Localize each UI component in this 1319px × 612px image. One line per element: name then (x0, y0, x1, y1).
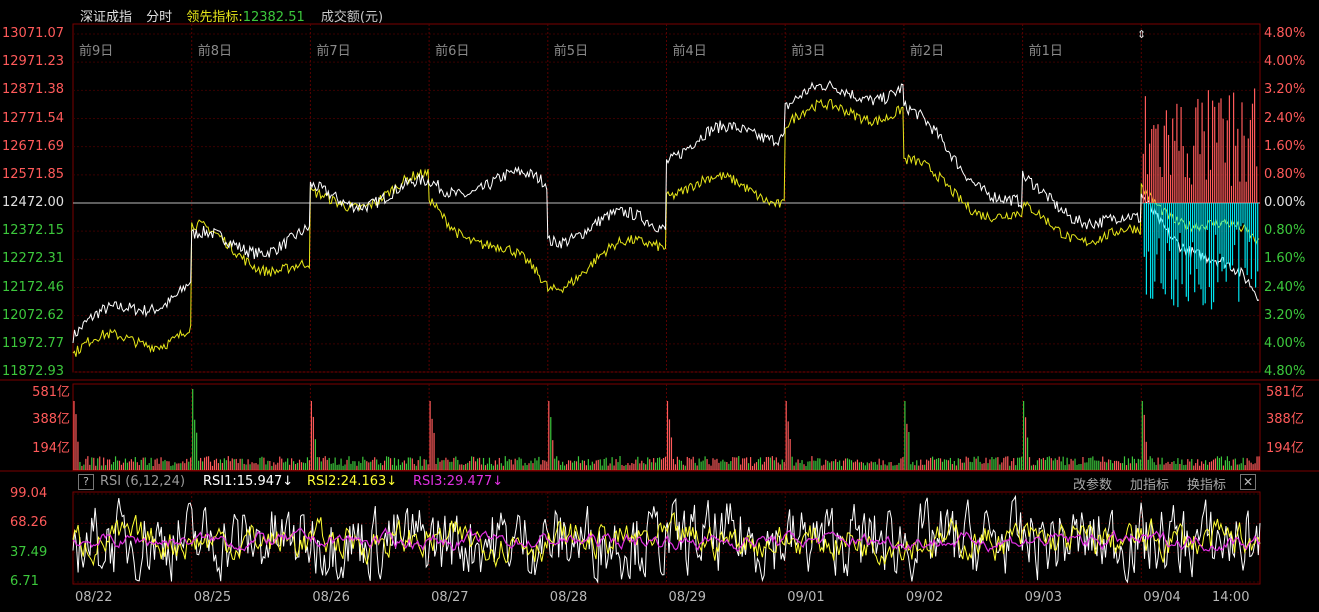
day-label: 前6日 (435, 44, 470, 59)
day-label: 前4日 (672, 44, 707, 59)
rsi-tick-label: 99.04 (10, 486, 48, 501)
rsi-tick-label: 68.26 (10, 515, 48, 531)
percent-tick-label: 3.20% (1264, 307, 1306, 323)
date-label: 08/25 (193, 590, 232, 605)
percent-tick-label: 4.80% (1264, 364, 1306, 379)
percent-tick-label: 0.80% (1264, 223, 1306, 239)
day-label: 前7日 (316, 44, 351, 59)
price-tick-label: 12971.23 (2, 54, 65, 70)
add-indicator-button[interactable]: 加指标 (1130, 478, 1170, 493)
volume-unit-label: 成交额(元) (320, 10, 384, 25)
price-tick-label: 12571.85 (2, 166, 65, 182)
percent-tick-label: 4.80% (1264, 26, 1306, 41)
percent-tick-label: 3.20% (1264, 82, 1306, 98)
date-label: 08/27 (431, 590, 469, 605)
day-label: 前5日 (553, 44, 589, 59)
crosshair-marker-icon[interactable]: ⇕ (1137, 28, 1147, 41)
price-tick-label: 12372.15 (2, 223, 65, 239)
rsi-name[interactable]: RSI (6,12,24) (100, 474, 186, 489)
percent-tick-label: 0.80% (1264, 166, 1306, 182)
rsi2-line (72, 512, 1261, 568)
percent-tick-label: 1.60% (1264, 138, 1306, 154)
volume-tick-label: 581亿 (32, 385, 70, 400)
date-label: 08/26 (312, 590, 350, 605)
price-tick-label: 12272.31 (2, 251, 65, 267)
date-label: 08/28 (549, 590, 588, 605)
rsi-tick-label: 37.49 (10, 544, 48, 560)
edit-params-button[interactable]: 改参数 (1073, 478, 1113, 493)
price-tick-label: 13071.07 (2, 26, 65, 41)
price-tick-label: 11872.93 (2, 364, 65, 379)
price-tick-label: 12771.54 (2, 110, 65, 126)
price-tick-label: 12172.46 (2, 279, 65, 295)
volume-tick-label: 388亿 (1266, 412, 1304, 427)
price-tick-label: 11972.77 (2, 335, 65, 351)
price-line (72, 80, 1260, 344)
rsi2-value: RSI2:24.163↓ (307, 474, 398, 489)
percent-tick-label: 2.40% (1264, 110, 1306, 126)
leader-label: 领先指标: (186, 10, 243, 25)
percent-tick-label: 4.00% (1264, 54, 1306, 70)
switch-indicator-button[interactable]: 换指标 (1187, 478, 1227, 493)
price-tick-label: 12871.38 (2, 82, 65, 98)
day-label: 前8日 (197, 44, 232, 59)
date-label: 09/03 (1024, 590, 1063, 605)
chart-header: 深证成指 分时 领先指标:12382.51 成交额(元) (80, 6, 393, 25)
leader-indicator: 领先指标:12382.51 (186, 10, 304, 25)
chart-grid (0, 23, 1319, 585)
date-label: 08/29 (668, 590, 706, 605)
percent-tick-label: 2.40% (1264, 279, 1306, 295)
rsi3-value: RSI3:29.477↓ (413, 474, 504, 489)
day-label: 前2日 (909, 44, 945, 59)
percent-tick-label: 1.60% (1264, 251, 1306, 267)
close-indicator-button[interactable]: ✕ (1240, 474, 1256, 490)
date-label: 09/01 (787, 590, 825, 605)
day-label: 前3日 (791, 44, 826, 59)
volume-tick-label: 581亿 (1266, 385, 1304, 400)
volume-tick-label: 194亿 (1266, 441, 1304, 456)
date-label: 08/22 (75, 590, 113, 605)
price-tick-label: 12472.00 (2, 195, 65, 210)
volume-tick-label: 388亿 (32, 412, 70, 427)
day-label: 前1日 (1028, 44, 1063, 59)
rsi1-line (72, 494, 1261, 584)
rsi-tick-label: 6.71 (10, 574, 39, 589)
percent-tick-label: 0.00% (1264, 195, 1306, 210)
rsi3-line (72, 527, 1261, 553)
date-label: 09/04 (1143, 590, 1181, 605)
price-tick-label: 12072.62 (2, 307, 65, 323)
date-label: 14:00 (1212, 590, 1250, 605)
date-label: 09/02 (905, 590, 944, 605)
leader-value: 12382.51 (242, 10, 305, 25)
mode-label[interactable]: 分时 (146, 10, 173, 25)
day-label: 前9日 (79, 44, 114, 59)
price-tick-label: 12671.69 (2, 138, 65, 154)
volume-tick-label: 194亿 (32, 441, 70, 456)
index-name[interactable]: 深证成指 (80, 10, 133, 25)
help-button[interactable]: ? (78, 474, 94, 490)
rsi1-value: RSI1:15.947↓ (203, 474, 294, 489)
percent-tick-label: 4.00% (1264, 335, 1306, 351)
